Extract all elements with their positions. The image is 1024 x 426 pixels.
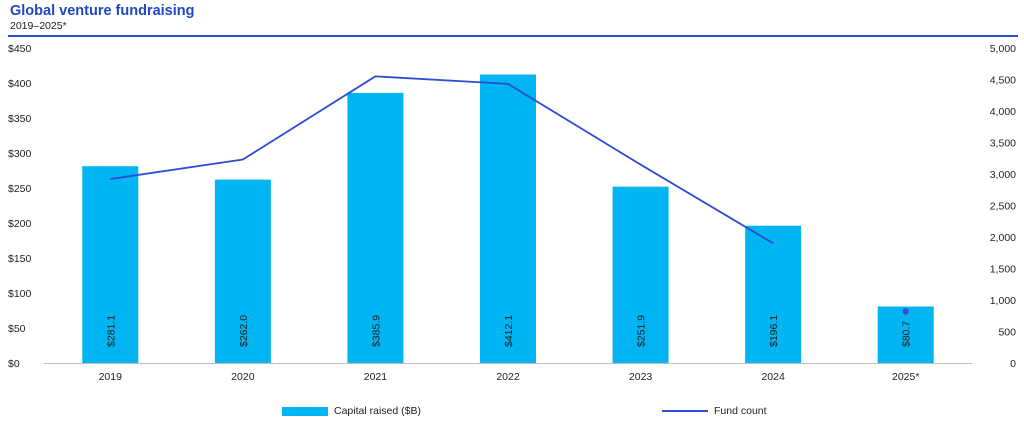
legend-item-capital: Capital raised ($B) xyxy=(282,405,421,417)
legend-line-label: Fund count xyxy=(714,405,767,417)
x-tick-label: 2021 xyxy=(364,371,388,383)
legend-line-swatch xyxy=(662,410,708,412)
fund-count-line xyxy=(110,75,774,245)
x-tick-label: 2019 xyxy=(99,371,123,383)
x-tick-label: 2024 xyxy=(761,371,785,383)
bar-2024 xyxy=(745,225,802,363)
y-left-tick-label: $150 xyxy=(8,253,32,265)
y-right-tick-label: 2,500 xyxy=(990,201,1016,213)
x-tick-label: 2025* xyxy=(892,371,919,383)
y-left-tick-label: $250 xyxy=(8,183,32,195)
y-right-tick-label: 1,000 xyxy=(990,295,1016,307)
y-left-tick-label: $300 xyxy=(8,148,32,160)
legend-bar-label: Capital raised ($B) xyxy=(334,405,421,417)
bar-2023 xyxy=(612,186,669,363)
legend-bar-swatch xyxy=(282,406,328,416)
y-right-tick-label: 500 xyxy=(998,327,1016,339)
bar-data-label: $385.9 xyxy=(370,315,382,347)
y-left-tick-label: $400 xyxy=(8,78,32,90)
bar-data-label: $262.0 xyxy=(238,315,250,347)
y-left-tick-label: $50 xyxy=(8,323,26,335)
y-left-tick-label: $200 xyxy=(8,218,32,230)
y-right-tick-label: 3,500 xyxy=(990,138,1016,150)
bar-2019 xyxy=(82,166,139,363)
fund-count-marker-2025 xyxy=(902,308,909,315)
y-left-tick-label: $450 xyxy=(8,43,32,55)
bar-data-label: $251.9 xyxy=(636,315,648,347)
y-right-tick-label: 0 xyxy=(1010,358,1016,370)
chart-title: Global venture fundraising xyxy=(10,3,195,19)
bar-data-label: $281.1 xyxy=(105,315,117,347)
y-right-tick-label: 3,000 xyxy=(990,169,1016,181)
y-right-tick-label: 5,000 xyxy=(990,43,1016,55)
y-left-tick-label: $350 xyxy=(8,113,32,125)
y-right-tick-label: 4,500 xyxy=(990,75,1016,87)
x-tick-label: 2020 xyxy=(231,371,255,383)
y-right-tick-label: 2,000 xyxy=(990,232,1016,244)
bar-2025* xyxy=(877,306,934,363)
y-right-tick-label: 4,000 xyxy=(990,106,1016,118)
legend-item-fund-count: Fund count xyxy=(662,405,767,417)
bar-2022 xyxy=(480,74,536,363)
bar-2020 xyxy=(214,179,271,363)
bar-2021 xyxy=(347,92,404,364)
bar-data-label: $196.1 xyxy=(768,315,780,347)
x-tick-label: 2022 xyxy=(496,371,520,383)
y-right-tick-label: 1,500 xyxy=(990,264,1016,276)
y-left-tick-label: $100 xyxy=(8,288,32,300)
title-divider xyxy=(8,35,1018,37)
x-tick-label: 2023 xyxy=(629,371,653,383)
chart-subtitle: 2019–2025* xyxy=(10,20,67,32)
bar-data-label: $80.7 xyxy=(901,321,913,347)
y-left-tick-label: $0 xyxy=(8,358,20,370)
bar-data-label: $412.1 xyxy=(503,315,515,347)
